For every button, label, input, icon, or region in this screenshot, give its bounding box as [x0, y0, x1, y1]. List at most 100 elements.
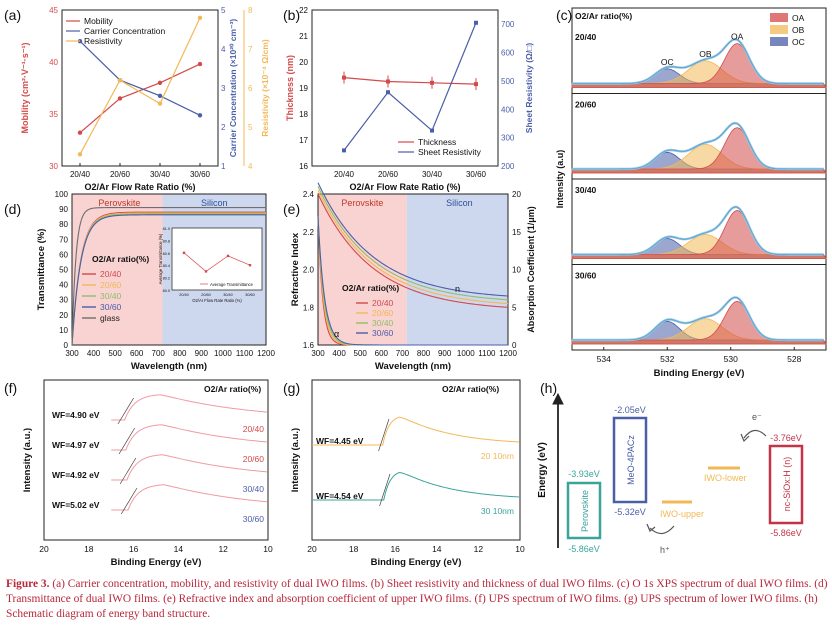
panel-label-d: (d): [4, 201, 21, 217]
y2-tick-label-b: 500: [501, 77, 515, 86]
x-tick-label-f: 18: [84, 544, 94, 554]
series-line-b: [343, 77, 477, 85]
x-tick-label-g: 10: [515, 544, 525, 554]
cutoff-tangent-f: [120, 487, 138, 515]
band-label-meo4pacz-h: MeO-4PACz: [626, 435, 636, 485]
legend-entry-e: 20/40: [372, 298, 394, 308]
x-tick-label-a: 20/40: [70, 170, 91, 179]
x-axis-label-b: O2/Ar Flow Rate Ratio (%): [349, 182, 460, 192]
series-line-d: [71, 211, 266, 346]
y-axis-label-b: Thickness (nm): [285, 55, 295, 121]
series-line-b: [343, 22, 477, 151]
band-level-bottom-perovskite-h: -5.86eV: [568, 544, 600, 554]
x-tick-label-f: 20: [39, 544, 49, 554]
legend-title-e: O2/Ar ratio(%): [342, 283, 399, 293]
hole-arrow-h: [649, 525, 675, 535]
y-tick-label-e: 1.6: [303, 341, 315, 350]
y3-tick-label-a: 7: [248, 45, 253, 54]
refractive-index-line-e: [317, 186, 509, 301]
work-function-label-f: WF=4.97 eV: [52, 440, 100, 450]
y3-axis-label-a: Resistivity (×10⁻⁴ Ω/cm): [260, 39, 270, 137]
inset-x-tick-label-d: 30/60: [245, 293, 255, 297]
data-point-a: [197, 15, 203, 20]
y-tick-label-d: 0: [64, 341, 69, 350]
legend-entry-d: 20/40: [100, 269, 122, 279]
band-level-bottom-ncsiox-h: -5.86eV: [770, 528, 802, 538]
y2-axis-label-b: Sheet Resistivity (Ω/□): [524, 43, 534, 134]
inset-x-tick-label-d: 20/60: [201, 293, 211, 297]
inset-y-tick-label-d: 80.4: [163, 264, 170, 268]
x-tick-label-d: 800: [173, 349, 187, 358]
y-tick-label-e: 2.0: [303, 266, 315, 275]
ups-curve-g: [312, 416, 519, 446]
y2-axis-label-e: Absorption Coefficient (1/μm): [526, 206, 536, 333]
y3-tick-label-a: 4: [248, 162, 253, 171]
legend-entry-b: Sheet Resistivity: [418, 147, 482, 157]
data-point-a: [157, 80, 163, 86]
x-tick-label-g: 12: [474, 544, 484, 554]
x-axis-label-f: Binding Energy (eV): [111, 557, 202, 568]
energy-axis-arrow-h: [552, 392, 564, 405]
series-line-a: [79, 63, 201, 134]
x-tick-label-d: 600: [130, 349, 144, 358]
series-label-f: 30/60: [243, 514, 265, 524]
refractive-index-line-e: [317, 193, 509, 308]
y-tick-label-d: 100: [55, 190, 69, 199]
legend-entry-c: OA: [792, 13, 805, 23]
y2-axis-label-a: Carrier Concentration (×10²⁰ cm⁻³): [228, 19, 238, 158]
data-point-b: [474, 20, 478, 25]
curve-label-n-e: n: [455, 284, 460, 294]
legend-entry-c: OC: [792, 37, 805, 47]
y-tick-label-d: 30: [59, 296, 68, 305]
y-axis-label-a: Mobility (cm²·V⁻¹·s⁻¹): [20, 43, 30, 134]
x-tick-label-e: 900: [438, 349, 452, 358]
y-tick-label-b: 17: [299, 136, 308, 145]
inset-point-d: [248, 264, 252, 267]
inset-x-tick-label-d: 20/40: [179, 293, 189, 297]
inset-y-tick-label-d: 80.8: [163, 239, 170, 243]
y-tick-label-b: 16: [299, 162, 308, 171]
x-tick-label-d: 1100: [236, 349, 254, 358]
band-label-ncsiox-h: nc-SiOx:H (n): [782, 457, 792, 512]
inset-y-tick-label-d: 81.0: [163, 227, 170, 231]
x-tick-label-d: 500: [108, 349, 122, 358]
legend-entry-a: Resistivity: [84, 36, 123, 46]
y-axis-label-g: Intensity (a.u.): [290, 428, 301, 492]
x-tick-label-a: 20/60: [110, 170, 131, 179]
legend-title-d: O2/Ar ratio(%): [92, 254, 149, 264]
inset-line-d: [183, 252, 251, 272]
data-point-a: [157, 93, 163, 99]
x-tick-label-a: 30/60: [190, 170, 211, 179]
data-point-b: [386, 90, 390, 95]
caption-text: (a) Carrier concentration, mobility, and…: [6, 578, 828, 620]
y-tick-label-d: 20: [59, 311, 68, 320]
plot-frame-g: [311, 379, 521, 541]
cutoff-tangent-f: [119, 457, 137, 485]
x-tick-label-e: 1100: [478, 349, 496, 358]
y-tick-label-e: 2.2: [303, 228, 315, 237]
inset-frame-d: [171, 227, 263, 291]
caption-label: Figure 3.: [6, 578, 50, 590]
electron-arrow-h: [743, 429, 767, 439]
hole-arrowhead-h: [646, 523, 656, 532]
series-line-a: [79, 17, 201, 155]
inset-x-label-d: O2/Ar Flow Rate Ratio (%): [192, 298, 242, 303]
legend-entry-d: glass: [100, 313, 120, 323]
y-tick-label-b: 18: [299, 110, 308, 119]
x-tick-label-e: 400: [332, 349, 346, 358]
y-tick-label-d: 80: [59, 220, 68, 229]
band-level-bottom-meo4pacz-h: -5.32eV: [614, 507, 646, 517]
region-perovskite-d: [72, 194, 163, 345]
work-function-label-f: WF=4.92 eV: [52, 470, 100, 480]
y2-tick-label-b: 200: [501, 162, 515, 171]
y2-tick-label-e: 10: [512, 266, 521, 275]
inset-legend-entry-d: Average Transmittance: [210, 282, 254, 287]
x-tick-label-c: 534: [597, 354, 611, 364]
region-silicon-e: [406, 194, 508, 345]
x-tick-label-c: 530: [724, 354, 738, 364]
band-label-iwo-upper-h: IWO-upper: [660, 509, 704, 519]
y-tick-label-d: 50: [59, 266, 68, 275]
x-tick-label-f: 10: [263, 544, 273, 554]
y-axis-label-c: Intensity (a.u): [555, 150, 565, 209]
xps-fit-line-c: [572, 206, 824, 255]
